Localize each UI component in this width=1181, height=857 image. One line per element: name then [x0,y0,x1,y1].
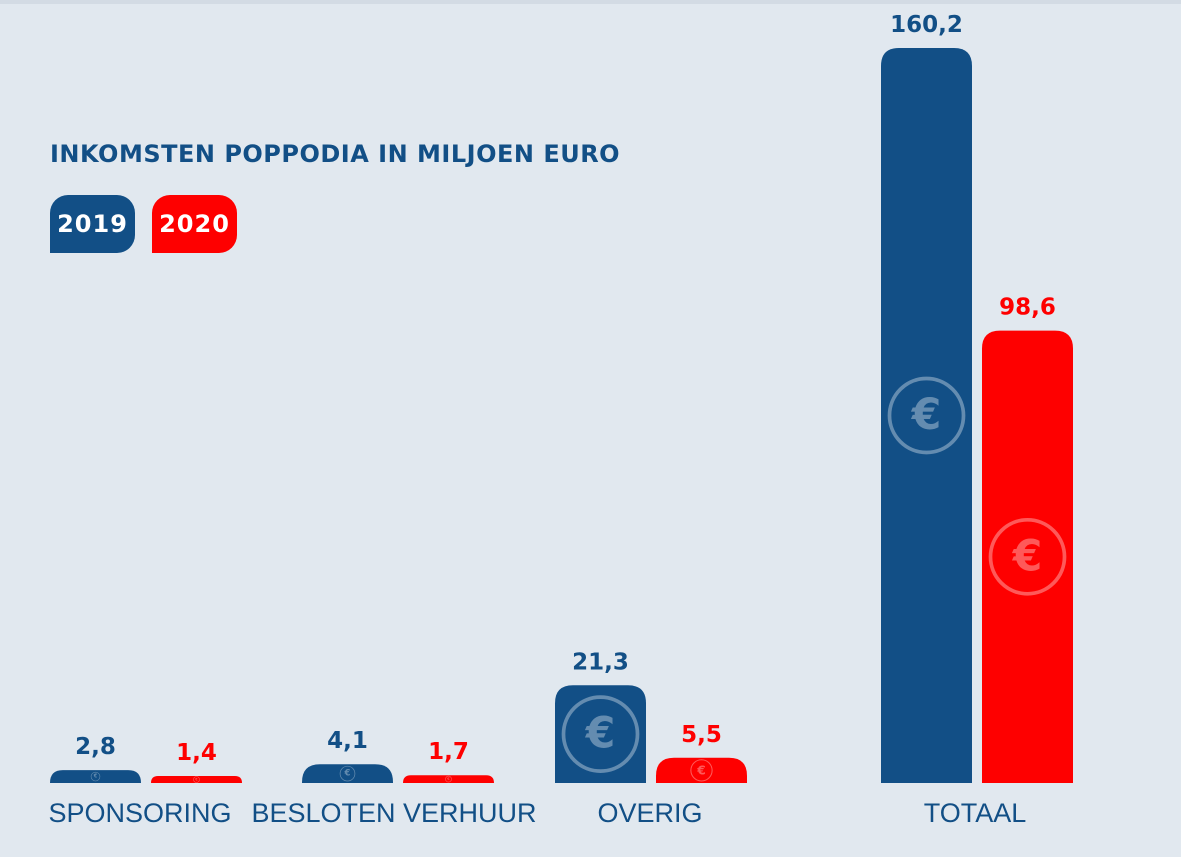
value-label-overig-2019: 21,3 [572,649,629,675]
value-label-totaal-2019: 160,2 [890,12,963,38]
bar-besloten-verhuur-2020 [403,775,494,783]
value-label-sponsoring-2019: 2,8 [75,734,116,760]
category-label-besloten-verhuur: BESLOTEN VERHUUR [251,798,536,828]
svg-text:€: € [585,710,616,759]
euro-coin-icon: € [445,775,452,783]
euro-coin-icon: € [90,771,101,782]
top-strip [0,0,1181,4]
value-label-sponsoring-2020: 1,4 [176,740,217,766]
svg-text:€: € [446,777,450,781]
euro-coin-icon: € [988,517,1067,596]
bar-totaal-2020 [982,330,1073,783]
value-label-overig-2020: 5,5 [681,722,722,748]
svg-text:€: € [93,774,98,780]
category-label-sponsoring: SPONSORING [48,798,231,828]
svg-text:€: € [194,778,198,782]
bar-overig-2020 [656,757,747,783]
value-label-besloten-verhuur-2020: 1,7 [428,739,469,765]
legend-2019: 2019 [50,195,135,253]
value-label-besloten-verhuur-2019: 4,1 [327,728,368,754]
euro-coin-icon: € [690,759,713,782]
svg-text:€: € [344,769,351,779]
euro-coin-icon: € [193,776,200,783]
svg-text:€: € [911,391,942,440]
svg-text:€: € [696,763,705,777]
category-label-totaal: TOTAAL [924,798,1027,828]
chart-title: INKOMSTEN POPPODIA IN MILJOEN EURO [50,140,621,168]
bar-sponsoring-2019 [50,770,141,783]
bar-overig-2019 [555,685,646,783]
value-label-totaal-2020: 98,6 [999,295,1056,321]
bar-totaal-2019 [881,48,972,783]
svg-text:€: € [1012,532,1043,581]
euro-coin-icon: € [887,376,966,455]
euro-coin-icon: € [339,765,356,782]
bar-besloten-verhuur-2019 [302,764,393,783]
legend-2020: 2020 [152,195,237,253]
category-label-overig: OVERIG [597,798,702,828]
bar-sponsoring-2020 [151,776,242,783]
euro-coin-icon: € [561,695,640,773]
